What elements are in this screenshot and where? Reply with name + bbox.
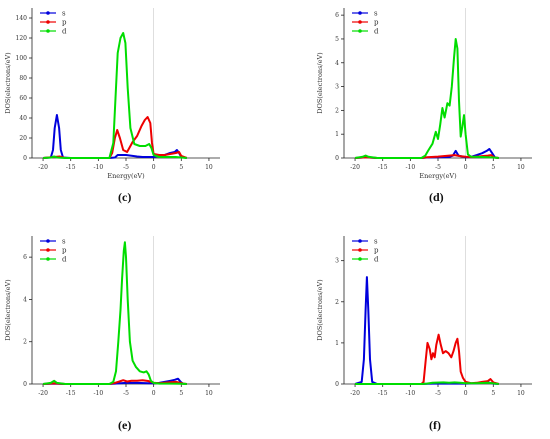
x-tick-label: -20 — [350, 164, 360, 171]
legend-label-s: s — [374, 10, 378, 18]
y-axis-label: DOS(electrons/eV) — [316, 52, 324, 114]
x-axis-label: Energy(eV) — [107, 172, 145, 180]
legend-label-p: p — [62, 247, 67, 255]
x-tick-label: -20 — [38, 164, 48, 171]
y-tick-label: 4 — [335, 60, 339, 67]
x-tick-label: 5 — [491, 164, 495, 171]
y-tick-label: 2 — [335, 107, 339, 114]
x-tick-label: 0 — [464, 390, 468, 397]
x-tick-label: 0 — [464, 164, 468, 171]
y-tick-label: 0 — [23, 155, 27, 162]
y-tick-label: 5 — [335, 36, 339, 43]
x-tick-label: -10 — [406, 164, 416, 171]
x-tick-label: 10 — [205, 164, 213, 171]
legend-marker-p — [46, 20, 50, 24]
y-tick-label: 3 — [335, 258, 339, 265]
chart-c: -20 -15 -10 -5 0 5 10020406080100120140DOS(ele… — [4, 8, 220, 180]
legend-label-s: s — [62, 238, 66, 246]
y-tick-label: 4 — [23, 296, 27, 303]
y-tick-label: 2 — [335, 299, 339, 306]
x-tick-label: -15 — [378, 164, 388, 171]
legend-label-p: p — [62, 19, 67, 27]
x-tick-label: -15 — [66, 390, 76, 397]
legend-marker-p — [46, 248, 50, 252]
y-tick-label: 140 — [16, 15, 28, 22]
y-tick-label: 60 — [19, 95, 27, 102]
y-tick-label: 1 — [335, 131, 339, 138]
y-tick-label: 40 — [19, 115, 27, 122]
series-d-line — [355, 381, 499, 385]
y-tick-label: 80 — [19, 75, 27, 82]
y-tick-label: 20 — [19, 135, 27, 142]
legend-label-s: s — [62, 10, 66, 18]
legend-label-s: s — [374, 238, 378, 246]
y-tick-label: 0 — [23, 381, 27, 388]
legend-marker-p — [358, 20, 362, 24]
y-axis-label: DOS(electrons/eV) — [4, 279, 12, 341]
y-tick-label: 100 — [16, 55, 28, 62]
legend-marker-s — [358, 239, 362, 243]
x-tick-label: 0 — [152, 390, 156, 397]
legend-label-p: p — [374, 19, 379, 27]
x-axis-label: Energy(eV) — [419, 172, 457, 180]
panel-tag-c: (c) — [118, 190, 132, 204]
y-tick-label: 0 — [335, 155, 339, 162]
panel-tag-e: (e) — [118, 418, 132, 432]
x-tick-label: -15 — [378, 390, 388, 397]
legend-label-d: d — [62, 256, 67, 264]
x-tick-label: 0 — [152, 164, 156, 171]
y-axis-label: DOS(electrons/eV) — [4, 52, 12, 114]
series-p-line — [355, 333, 500, 385]
legend-marker-d — [358, 29, 362, 33]
y-tick-label: 120 — [16, 35, 28, 42]
y-tick-label: 6 — [23, 254, 27, 261]
y-axis-label: DOS(electrons/eV) — [316, 279, 324, 341]
x-tick-label: 10 — [517, 164, 525, 171]
y-tick-label: 6 — [335, 12, 339, 19]
x-tick-label: -10 — [94, 390, 104, 397]
y-tick-label: 2 — [23, 339, 27, 346]
panel-tag-d: (d) — [429, 190, 444, 204]
x-tick-label: -15 — [66, 164, 76, 171]
chart-d: -20 -15 -10 -5 0 5 10 0 1 2 3 4 5 6 DOS(electrons/eV) E… — [316, 8, 532, 180]
legend-marker-s — [46, 11, 50, 15]
panel-tag-f: (f) — [429, 418, 441, 432]
legend-marker-s — [358, 11, 362, 15]
x-tick-label: 5 — [179, 164, 183, 171]
legend-marker-s — [46, 239, 50, 243]
x-tick-label: -20 — [350, 390, 360, 397]
series-d-line — [43, 32, 187, 159]
y-tick-label: 1 — [335, 340, 339, 347]
legend-label-d: d — [374, 28, 379, 36]
legend-label-p: p — [374, 247, 379, 255]
x-tick-label: -5 — [435, 164, 441, 171]
x-tick-label: -20 — [38, 390, 48, 397]
x-tick-label: 5 — [179, 390, 183, 397]
legend-marker-d — [46, 29, 50, 33]
x-tick-label: 10 — [517, 390, 525, 397]
series-d-line — [354, 38, 499, 159]
y-tick-label: 0 — [335, 381, 339, 388]
x-tick-label: -10 — [406, 390, 416, 397]
legend-label-d: d — [62, 28, 67, 36]
x-tick-label: 5 — [491, 390, 495, 397]
series-s-line — [354, 276, 499, 385]
legend-label-d: d — [374, 256, 379, 264]
series-s-line — [43, 114, 187, 159]
x-tick-label: 10 — [205, 390, 213, 397]
x-tick-label: -5 — [435, 390, 441, 397]
legend-marker-p — [358, 248, 362, 252]
y-tick-label: 3 — [335, 84, 339, 91]
series-d-line — [42, 241, 187, 385]
legend-marker-d — [358, 257, 362, 261]
x-tick-label: -5 — [123, 390, 129, 397]
x-tick-label: -10 — [94, 164, 104, 171]
legend-marker-d — [46, 257, 50, 261]
x-tick-label: -5 — [123, 164, 129, 171]
chart-f: -20 -15 -10 -5 0 5 10 0 1 2 3 DOS(electrons/eV) spd — [316, 236, 532, 397]
chart-e: -20 -15 -10 -5 0 5 10 0 2 4 6 DOS(electrons/eV) spd — [4, 236, 220, 397]
